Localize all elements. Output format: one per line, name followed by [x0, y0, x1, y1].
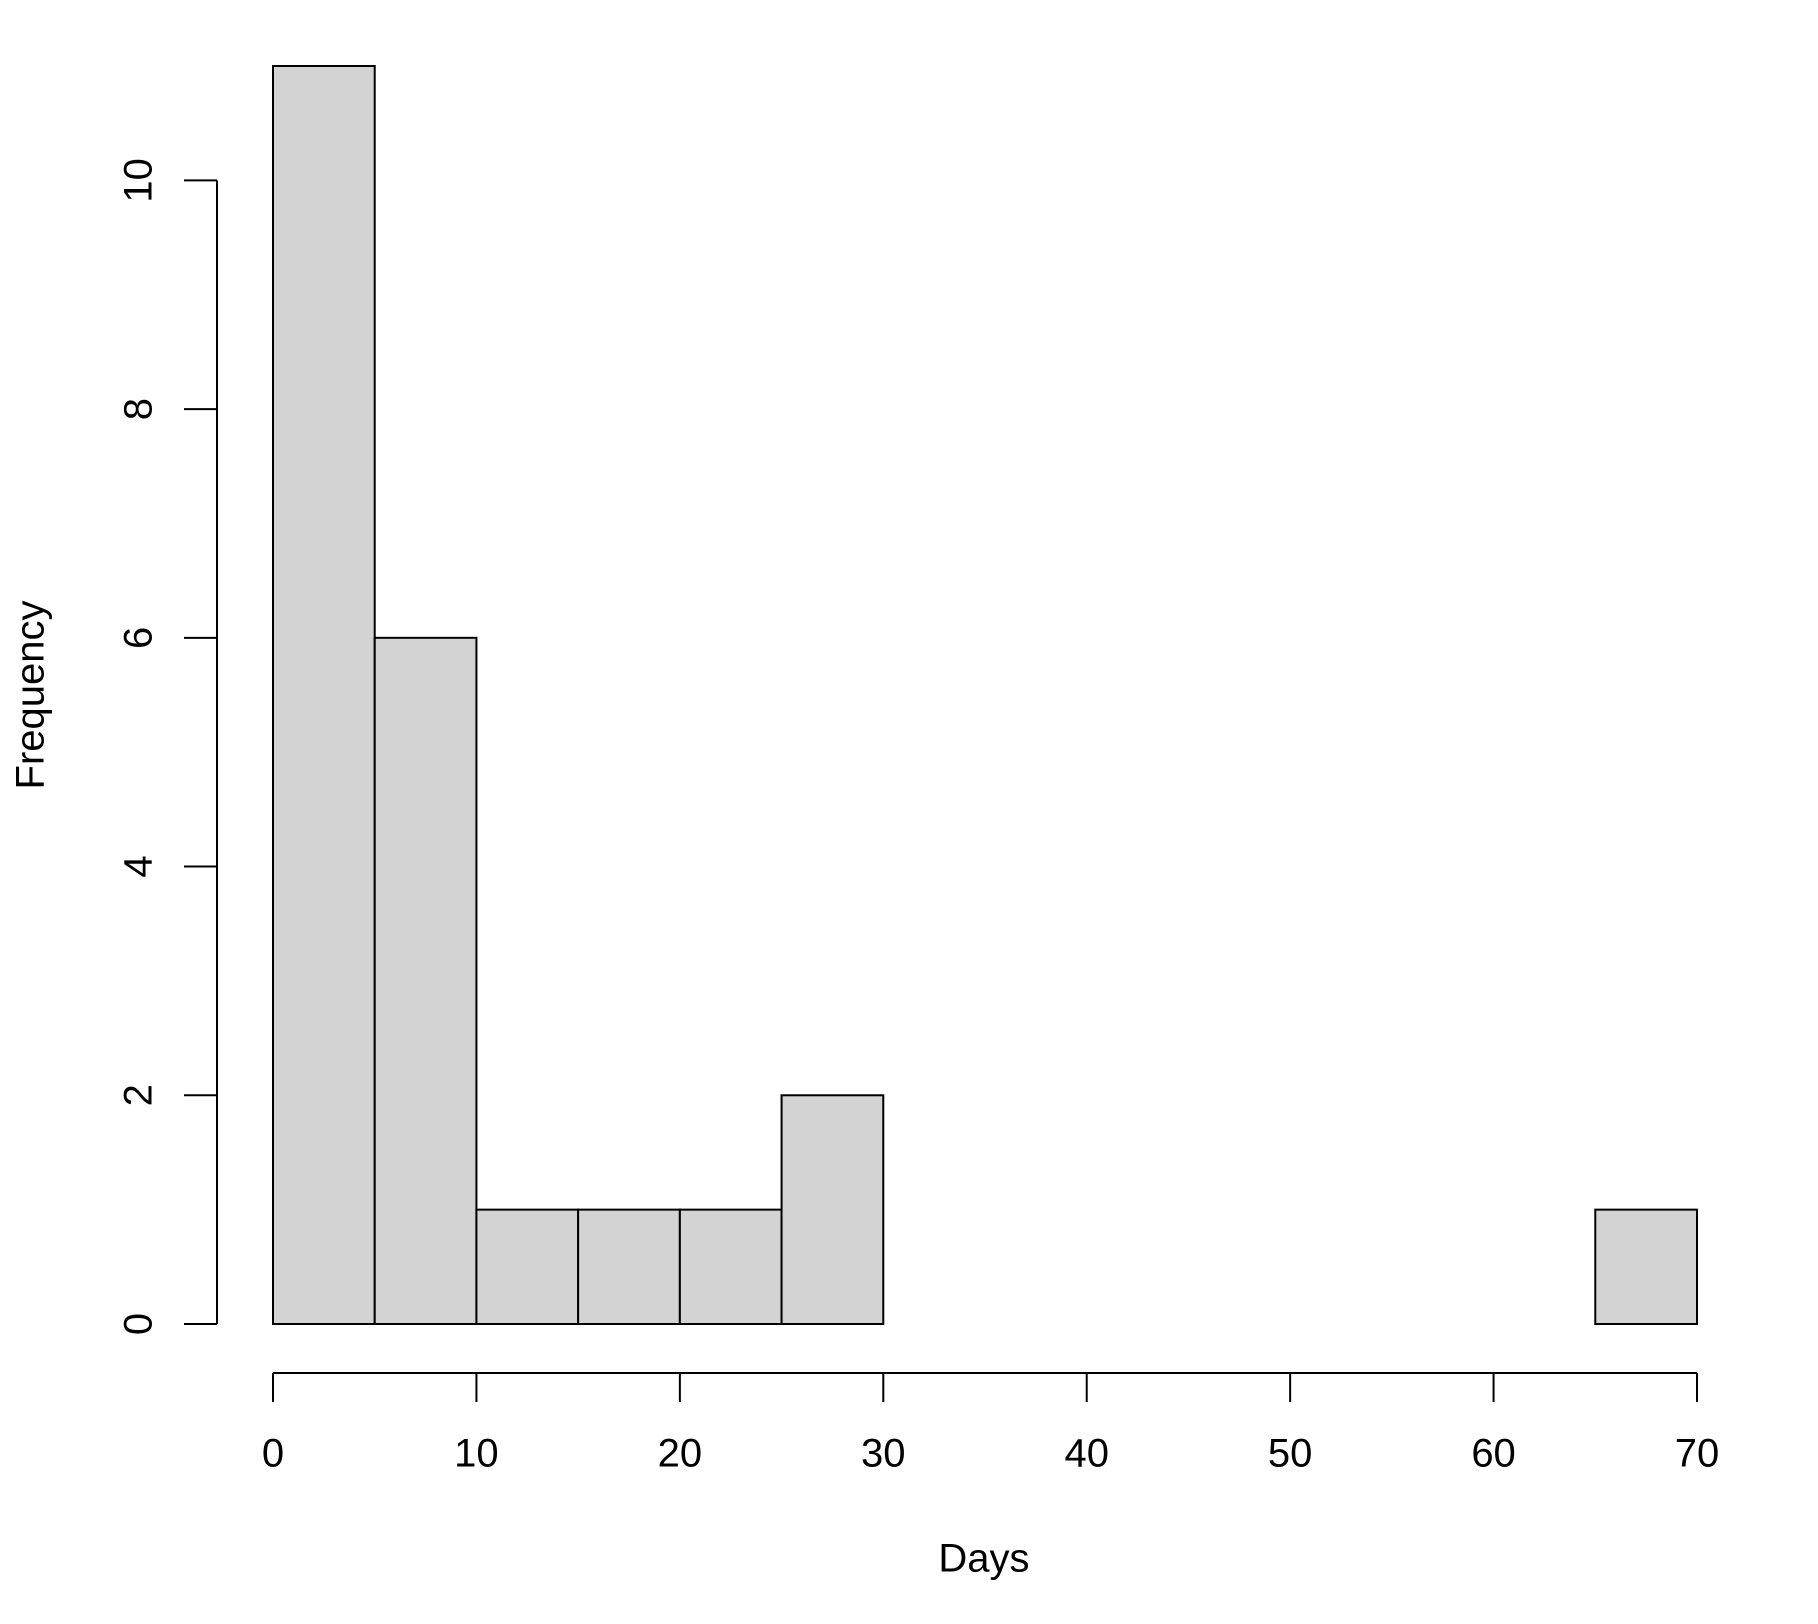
bar	[475, 1208, 580, 1325]
x-tick-label: 30	[861, 1432, 906, 1476]
bar	[577, 1208, 681, 1325]
x-tick-label: 40	[1064, 1432, 1109, 1476]
x-tick-label: 0	[262, 1432, 284, 1476]
y-tick-label: 6	[117, 627, 161, 649]
y-tick-label: 4	[117, 855, 161, 877]
y-tick-label: 0	[117, 1313, 161, 1335]
x-tick-label: 20	[658, 1432, 703, 1476]
x-tick-label: 70	[1675, 1432, 1720, 1476]
bar	[1594, 1208, 1699, 1325]
bar	[780, 1094, 885, 1325]
x-tick-label: 50	[1268, 1432, 1313, 1476]
y-tick-label: 10	[117, 158, 161, 203]
y-tick-label: 8	[117, 398, 161, 420]
bar	[272, 65, 376, 1325]
x-tick-label: 10	[454, 1432, 499, 1476]
bar	[373, 636, 478, 1325]
y-axis-label: Frequency	[9, 601, 53, 790]
x-axis-label: Days	[938, 1537, 1029, 1581]
y-tick-label: 2	[117, 1084, 161, 1106]
x-tick-label: 60	[1471, 1432, 1516, 1476]
bar	[678, 1208, 783, 1325]
